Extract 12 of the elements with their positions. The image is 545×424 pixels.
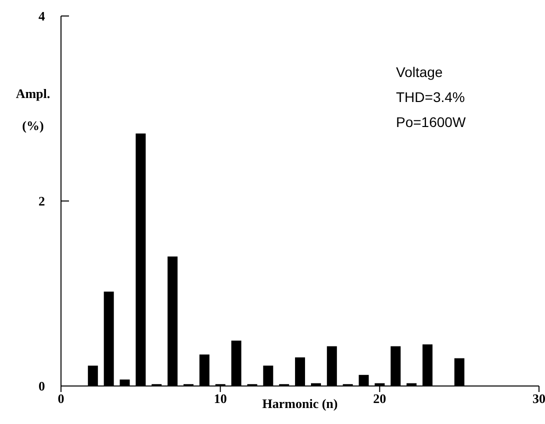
x-tick-label: 10 [214, 391, 227, 406]
text: Ampl. (%) [16, 86, 50, 133]
annotation: THD=3.4% [396, 88, 466, 107]
x-tick-label: 20 [373, 391, 386, 406]
y-tick-label: 2 [38, 194, 45, 209]
x-tick-label: 0 [58, 391, 64, 406]
y-tick-label: 0 [38, 378, 45, 394]
y-tick-label: 4 [38, 8, 46, 24]
x-tick-label: 30 [532, 391, 545, 406]
annotation: Po=1600W [396, 113, 466, 132]
x-axis-title: Harmonic (n) [261, 396, 339, 412]
annotation: Voltage [396, 63, 444, 82]
